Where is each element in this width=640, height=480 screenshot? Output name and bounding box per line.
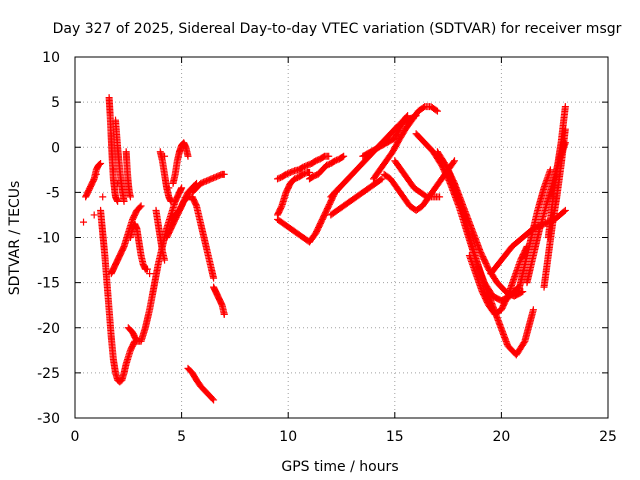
y-axis-label: SDTVAR / TECUs <box>7 181 23 296</box>
y-tick-label: 10 <box>42 50 60 66</box>
series-arc-3 <box>105 94 121 204</box>
data-point <box>339 153 347 161</box>
series-arc-9 <box>152 206 168 263</box>
data-point <box>137 202 145 210</box>
data-point <box>120 197 128 205</box>
data-point <box>306 169 314 177</box>
series-arc-7 <box>126 220 150 273</box>
y-tick-label: -10 <box>37 231 60 247</box>
outlier-point <box>92 170 100 178</box>
x-tick-label: 20 <box>492 429 510 445</box>
outlier-point <box>175 148 183 156</box>
data-point <box>161 256 169 264</box>
outlier-point <box>109 166 117 174</box>
data-point <box>114 197 122 205</box>
y-tick-label: 0 <box>51 140 60 156</box>
data-point <box>404 112 412 120</box>
series-arc-12 <box>169 139 192 187</box>
data-point <box>450 157 458 165</box>
series-arc-16 <box>210 283 228 317</box>
y-tick-label: -20 <box>37 321 60 337</box>
data-point <box>143 265 151 273</box>
data-point <box>178 184 186 192</box>
outlier-point <box>161 152 169 160</box>
data-point <box>433 107 441 115</box>
outlier-point <box>90 211 98 219</box>
series-arc-13 <box>167 193 217 281</box>
series-arc-21 <box>327 176 385 219</box>
data-point <box>220 170 228 178</box>
data-point <box>378 175 386 183</box>
outlier-point <box>99 193 107 201</box>
data-point <box>561 103 569 111</box>
data-point <box>184 152 192 160</box>
outlier-point <box>165 184 173 192</box>
data-point <box>96 160 104 168</box>
data-point <box>436 193 444 201</box>
x-axis-label: GPS time / hours <box>281 459 398 475</box>
data-point <box>167 197 175 205</box>
y-tick-label: -30 <box>37 411 60 427</box>
x-tick-label: 0 <box>71 429 80 445</box>
data-point <box>97 159 105 167</box>
series-arc-31 <box>487 207 568 278</box>
series-arc-35 <box>544 104 569 241</box>
series-arc-1 <box>82 160 104 201</box>
outlier-point <box>220 310 228 318</box>
outlier-point <box>114 179 122 187</box>
series-arc-18 <box>274 169 312 219</box>
y-tick-label: -5 <box>46 185 60 201</box>
series-arc-26 <box>391 157 442 201</box>
data-point <box>210 274 218 282</box>
data-point <box>340 152 348 160</box>
data-point <box>560 207 568 215</box>
data-point <box>377 176 385 184</box>
data-point <box>403 113 411 121</box>
data-point <box>432 106 440 114</box>
data-point <box>136 203 144 211</box>
y-tick-label: -25 <box>37 366 60 382</box>
series-arc-2 <box>97 206 138 386</box>
x-tick-label: 10 <box>279 429 297 445</box>
axes: 0 5 10 15 20 25 -30 -25 -20 -15 -10 -5 0 5 10 <box>37 50 617 445</box>
data-point <box>561 206 569 214</box>
series-arc-20 <box>306 153 347 183</box>
outlier-point <box>146 270 154 278</box>
data-point <box>546 166 554 174</box>
series-arc-24 <box>369 103 440 183</box>
x-tick-label: 15 <box>386 429 404 445</box>
x-tick-label: 25 <box>599 429 617 445</box>
x-tick-label: 5 <box>177 429 186 445</box>
data-point <box>209 395 217 403</box>
series-arc-32 <box>514 167 554 296</box>
outlier-point <box>80 218 88 226</box>
data-point <box>210 396 218 404</box>
series-arc-17 <box>274 152 331 183</box>
series-arc-10 <box>156 148 174 204</box>
series-arc-8 <box>124 185 185 345</box>
series-arc-29 <box>444 166 537 359</box>
data-point <box>325 152 333 160</box>
data-point <box>450 158 458 166</box>
data-point <box>529 306 537 314</box>
series-arc-6 <box>122 148 134 199</box>
y-tick-label: 5 <box>51 95 60 111</box>
series-arc-15 <box>184 364 217 403</box>
y-tick-label: -15 <box>37 276 60 292</box>
chart-title: Day 327 of 2025, Sidereal Day-to-day VTE… <box>53 21 622 37</box>
data-marks <box>80 94 569 404</box>
data-point <box>126 193 134 201</box>
